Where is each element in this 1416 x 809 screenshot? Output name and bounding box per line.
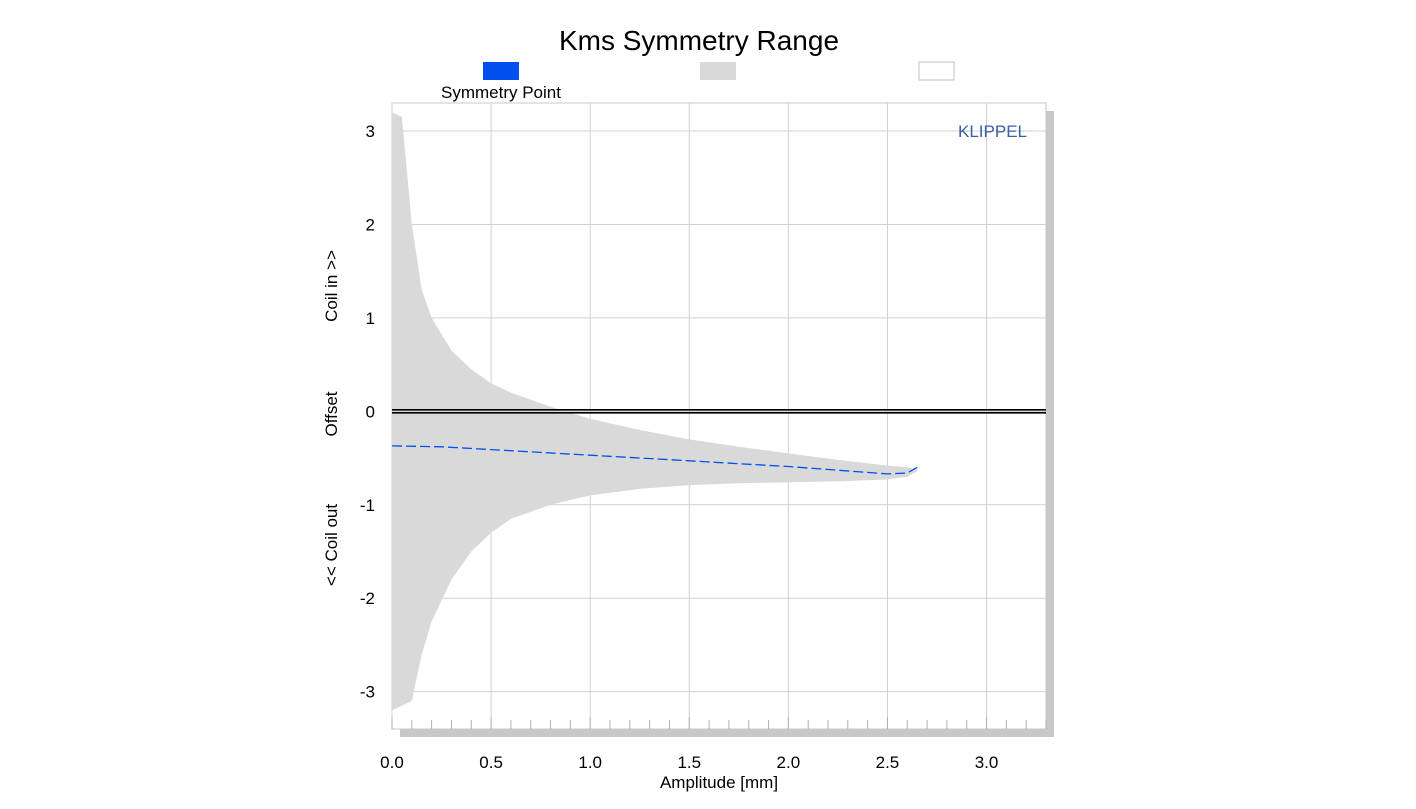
- x-tick-label-6: 3.0: [975, 753, 999, 772]
- symmetry-range-band: [392, 112, 918, 711]
- x-tick-label-5: 2.5: [876, 753, 900, 772]
- range-band-area: [392, 112, 918, 711]
- y-tick-label-5: -2: [360, 589, 375, 608]
- x-tick-label-4: 2.0: [777, 753, 801, 772]
- chart-title: Kms Symmetry Range: [559, 25, 839, 56]
- legend-swatch-white: [918, 61, 955, 81]
- legend: Symmetry Point: [441, 61, 955, 102]
- y-axis-title-offset: Offset: [322, 391, 341, 436]
- y-axis-title-coil-in: Coil in >>: [322, 250, 341, 322]
- x-tick-labels: 0.0 0.5 1.0 1.5 2.0 2.5 3.0: [380, 753, 998, 772]
- x-tick-label-0: 0.0: [380, 753, 404, 772]
- series-line-0: [391, 445, 918, 475]
- y-tick-labels: 3 2 1 0 -1 -2 -3: [360, 122, 375, 702]
- y-tick-label-4: -1: [360, 496, 375, 515]
- x-tick-label-1: 0.5: [479, 753, 503, 772]
- legend-swatch-range: [700, 62, 736, 80]
- x-tick-label-2: 1.0: [578, 753, 602, 772]
- minor-ticks: [391, 717, 1047, 729]
- y-axis-title: Coil in >> Offset << Coil out: [322, 250, 341, 586]
- legend-swatch-symmetry-point: [483, 62, 519, 80]
- x-tick-label-3: 1.5: [677, 753, 701, 772]
- zero-offset-line: [392, 409, 1046, 414]
- y-tick-label-0: 3: [366, 122, 375, 141]
- watermark: KLIPPEL: [958, 122, 1027, 141]
- legend-label-symmetry-point: Symmetry Point: [441, 83, 561, 102]
- x-axis-title: Amplitude [mm]: [660, 773, 778, 792]
- y-axis-title-coil-out: << Coil out: [322, 504, 341, 586]
- y-tick-label-1: 2: [366, 215, 375, 234]
- y-tick-label-2: 1: [366, 309, 375, 328]
- symmetry-point-series: [391, 445, 918, 475]
- y-tick-label-3: 0: [366, 402, 375, 421]
- y-tick-label-6: -3: [360, 683, 375, 702]
